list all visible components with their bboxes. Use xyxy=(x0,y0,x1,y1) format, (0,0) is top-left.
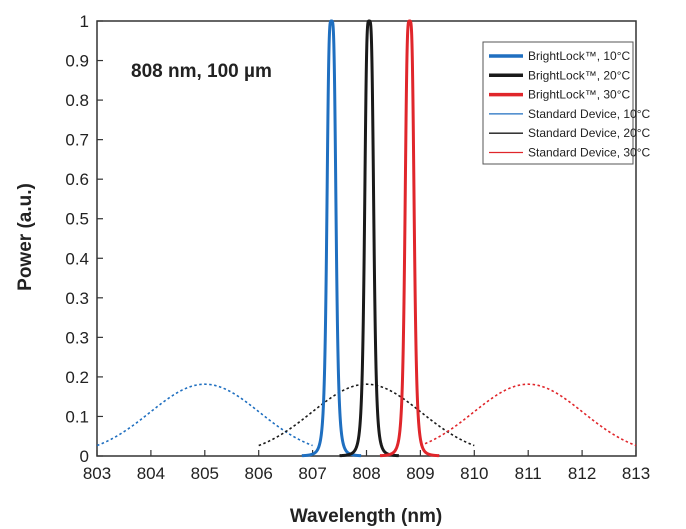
series-layer xyxy=(96,19,637,458)
x-tick-label: 809 xyxy=(406,464,434,483)
y-tick-label: 0.9 xyxy=(65,52,89,71)
legend-label: BrightLock™, 20°C xyxy=(528,68,631,82)
series-line xyxy=(378,19,441,458)
y-tick-label: 0.2 xyxy=(65,368,89,387)
x-tick-label: 810 xyxy=(460,464,488,483)
y-tick-label: 0.4 xyxy=(65,249,89,268)
x-tick-label: 807 xyxy=(298,464,326,483)
x-tick-label: 812 xyxy=(568,464,596,483)
legend-box xyxy=(482,41,634,165)
y-axis-title: Power (a.u.) xyxy=(15,183,36,291)
x-tick-label: 805 xyxy=(191,464,219,483)
y-tick-label: 0.5 xyxy=(65,210,89,229)
y-tick-label: 0.3 xyxy=(65,328,89,347)
series-line xyxy=(420,383,637,447)
chart-annotation: 808 nm, 100 µm xyxy=(131,61,272,82)
y-axis-ticks: 0 0.1 0.2 0.3 0.3 0.4 0.5 0.6 0.7 0.8 0.9 1 xyxy=(65,12,103,466)
x-tick-label: 804 xyxy=(137,464,165,483)
legend-label: Standard Device, 30°C xyxy=(528,146,651,160)
x-tick-label: 808 xyxy=(352,464,380,483)
y-tick-label: 0.8 xyxy=(65,91,89,110)
legend-label: BrightLock™, 30°C xyxy=(528,88,631,102)
y-tick-label: 0.6 xyxy=(65,170,89,189)
series-line xyxy=(96,383,313,447)
y-tick-label: 0.1 xyxy=(65,407,89,426)
x-axis-ticks: 803 804 805 806 807 808 809 810 811 812 813 xyxy=(83,450,650,483)
legend-label: Standard Device, 20°C xyxy=(528,126,651,140)
x-axis-title: Wavelength (nm) xyxy=(290,506,442,527)
series-line xyxy=(300,19,363,458)
legend-label: Standard Device, 10°C xyxy=(528,107,651,121)
legend-label: BrightLock™, 10°C xyxy=(528,49,631,63)
x-tick-label: 803 xyxy=(83,464,111,483)
legend: BrightLock™, 10°C BrightLock™, 20°C Bright… xyxy=(482,41,651,165)
y-tick-label: 0.3 xyxy=(65,289,89,308)
y-tick-label: 0.7 xyxy=(65,131,89,150)
y-tick-label: 1 xyxy=(80,12,89,31)
series-line xyxy=(258,383,475,447)
x-tick-label: 813 xyxy=(622,464,650,483)
x-tick-label: 811 xyxy=(515,464,542,483)
y-tick-label: 0 xyxy=(80,447,89,466)
x-tick-label: 806 xyxy=(245,464,273,483)
